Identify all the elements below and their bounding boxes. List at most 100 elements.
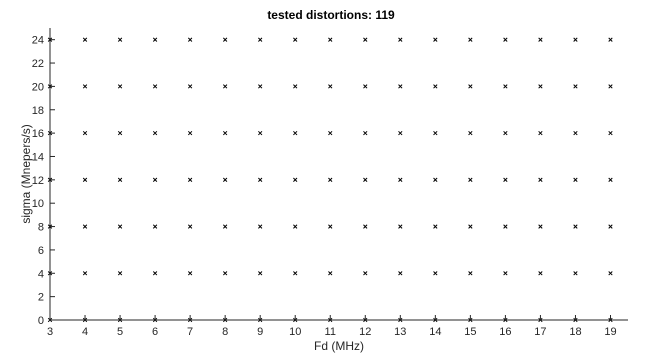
y-tick-label: 20: [32, 81, 44, 93]
data-point: [538, 177, 543, 182]
data-point: [117, 130, 123, 136]
data-point: [538, 84, 543, 89]
y-tick-label: 12: [32, 175, 44, 187]
data-point: [503, 130, 508, 136]
data-point: [293, 177, 298, 182]
data-point: [258, 84, 263, 89]
data-point: [573, 84, 578, 89]
data-point: [433, 130, 438, 136]
y-axis-label: sigma (Mnepers/s): [19, 124, 33, 223]
plot-area: [50, 28, 628, 320]
y-tick-label: 6: [38, 245, 44, 257]
x-tick-label: 19: [604, 326, 616, 338]
data-point: [363, 177, 368, 182]
data-point: [608, 271, 613, 276]
data-point: [503, 84, 508, 89]
data-point: [187, 37, 193, 42]
data-point: [222, 37, 228, 42]
data-point: [187, 271, 193, 276]
data-point: [363, 271, 368, 276]
data-point: [538, 224, 543, 229]
data-point: [608, 37, 613, 42]
data-point: [398, 271, 403, 276]
data-point: [152, 177, 158, 182]
data-point: [398, 130, 403, 136]
data-point: [573, 130, 578, 136]
data-point: [258, 37, 263, 42]
data-point: [187, 84, 193, 89]
data-point: [82, 224, 88, 229]
data-point: [293, 271, 298, 276]
data-point: [328, 271, 333, 276]
data-point: [152, 271, 158, 276]
data-point: [538, 37, 543, 42]
data-point: [433, 37, 438, 42]
data-point: [433, 224, 438, 229]
data-point: [82, 130, 88, 136]
data-point: [468, 130, 473, 136]
data-point: [293, 37, 298, 42]
y-tick-label: 14: [32, 151, 44, 163]
data-point: [293, 224, 298, 229]
data-point: [258, 271, 263, 276]
data-point: [608, 84, 613, 89]
data-point: [503, 271, 508, 276]
x-tick-label: 18: [569, 326, 581, 338]
y-tick-label: 0: [38, 315, 44, 327]
data-point: [328, 37, 333, 42]
data-point: [608, 224, 613, 229]
data-point: [328, 84, 333, 89]
data-point: [503, 37, 508, 42]
data-point: [503, 177, 508, 182]
data-point: [363, 37, 368, 42]
data-point: [222, 271, 228, 276]
data-point: [187, 224, 193, 229]
data-point: [398, 37, 403, 42]
data-point: [258, 224, 263, 229]
data-point: [222, 177, 228, 182]
data-point: [293, 130, 298, 136]
data-point: [608, 177, 613, 182]
x-tick-label: 9: [257, 326, 263, 338]
data-point: [398, 84, 403, 89]
data-point: [608, 130, 613, 136]
x-tick-label: 4: [82, 326, 88, 338]
data-point: [117, 37, 123, 42]
data-point: [82, 37, 88, 42]
data-point: [538, 271, 543, 276]
data-point: [152, 84, 158, 89]
y-tick-label: 16: [32, 128, 44, 140]
data-point: [573, 271, 578, 276]
data-point: [117, 84, 123, 89]
x-tick-label: 12: [359, 326, 371, 338]
data-point: [222, 224, 228, 229]
data-point: [538, 130, 543, 136]
data-point: [82, 177, 88, 182]
data-point: [258, 130, 263, 136]
data-point: [152, 224, 158, 229]
x-tick-label: 17: [534, 326, 546, 338]
x-tick-label: 7: [187, 326, 193, 338]
x-tick-label: 10: [289, 326, 301, 338]
data-point: [468, 224, 473, 229]
x-tick-label: 11: [325, 326, 336, 338]
x-tick-label: 3: [47, 326, 53, 338]
data-point: [82, 271, 88, 276]
data-point: [222, 84, 228, 89]
data-point: [363, 130, 368, 136]
data-point: [187, 177, 193, 182]
data-point: [222, 130, 228, 136]
data-point: [293, 84, 298, 89]
y-tick-label: 2: [38, 292, 44, 304]
data-point: [468, 84, 473, 89]
x-axis-ticks: 3 4 5 6 7 8 9 10 11 12 13 14 15 16 17 18 19: [47, 315, 617, 338]
y-tick-label: 8: [38, 222, 44, 234]
data-point: [363, 84, 368, 89]
data-point: [363, 224, 368, 229]
data-point: [468, 271, 473, 276]
data-point: [117, 177, 123, 182]
data-point: [187, 130, 193, 136]
x-tick-label: 16: [499, 326, 511, 338]
data-point: [328, 224, 333, 229]
